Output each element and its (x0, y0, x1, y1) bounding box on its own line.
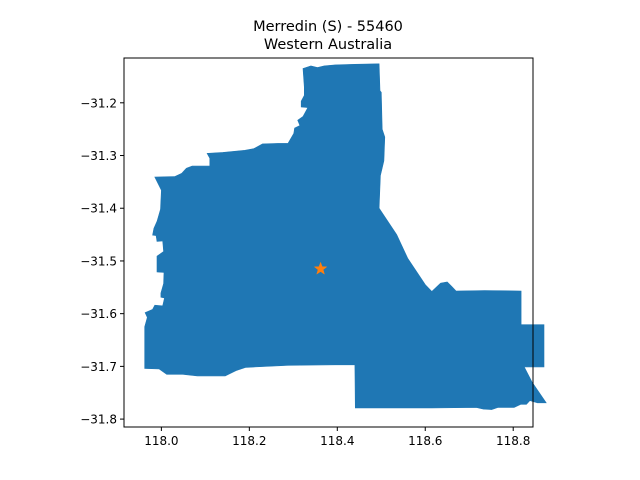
y-tick-label: −31.4 (80, 202, 117, 216)
location-star-marker (313, 261, 328, 275)
y-tick-label: −31.3 (80, 149, 117, 163)
x-tick-label: 118.0 (144, 434, 178, 448)
chart-title-line1: Merredin (S) - 55460 (253, 19, 403, 35)
y-tick-label: −31.6 (80, 307, 117, 321)
y-tick-label: −31.7 (80, 360, 117, 374)
y-axis: −31.2 −31.3 −31.4 −31.5 −31.6 −31.7 −31.8 (80, 96, 124, 427)
axes-frame (123, 57, 534, 428)
x-axis: 118.0 118.2 118.4 118.6 118.8 (144, 427, 530, 448)
y-tick-label: −31.5 (80, 254, 117, 268)
plot-area (144, 63, 547, 410)
x-tick-label: 118.4 (320, 434, 354, 448)
y-tick-label: −31.2 (80, 96, 117, 110)
marker-layer (313, 261, 328, 275)
chart-title-line2: Western Australia (264, 37, 392, 53)
x-tick-label: 118.2 (232, 434, 266, 448)
region-polygon (144, 63, 547, 410)
y-tick-label: −31.8 (80, 413, 117, 427)
x-tick-label: 118.8 (496, 434, 530, 448)
x-tick-label: 118.6 (408, 434, 442, 448)
